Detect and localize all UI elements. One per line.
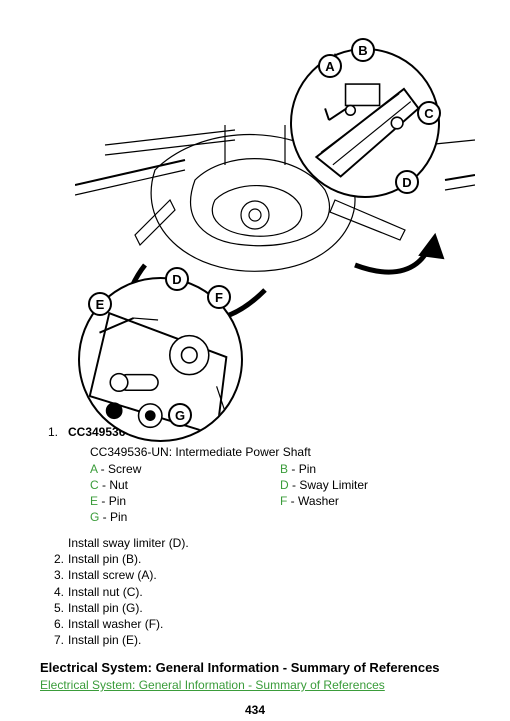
instruction-text-2: Install pin (B). [68,551,141,567]
instruction-text-3: Install screw (A). [68,567,157,583]
legend-label-E: E [90,494,98,508]
callout-D2-label: D [172,272,181,287]
legend-row-3: G - Pin [90,510,470,524]
callout-D2: D [165,267,189,291]
callout-D: D [395,170,419,194]
page-number: 434 [0,703,510,717]
instruction-num-7: 7. [48,632,64,648]
legend-label-A: A [90,462,97,476]
callout-C: C [417,101,441,125]
legend-label-B: B [280,462,288,476]
callout-E: E [88,292,112,316]
legend-label-F: F [280,494,287,508]
instruction-text-7: Install pin (E). [68,632,141,648]
instruction-num-6: 6. [48,616,64,632]
legend-row-0: A - Screw B - Pin [90,462,470,476]
instruction-row-6: 6.Install washer (F). [48,616,189,632]
legend-row-1: C - Nut D - Sway Limiter [90,478,470,492]
callout-G: G [168,403,192,427]
instruction-list: Install sway limiter (D). 2.Install pin … [48,535,189,648]
legend-cell-C: C - Nut [90,478,280,492]
callout-F-label: F [215,290,223,305]
legend-cell-A: A - Screw [90,462,280,476]
legend-label-G: G [90,510,99,524]
legend-label-D: D [280,478,289,492]
list-number-1: 1. [48,425,58,439]
section-link[interactable]: Electrical System: General Information -… [40,678,385,692]
callout-B: B [351,38,375,62]
legend-cell-D: D - Sway Limiter [280,478,470,492]
legend-text-C: Nut [109,478,128,492]
legend-cell-B: B - Pin [280,462,470,476]
callout-E-label: E [96,297,105,312]
callout-B-label: B [358,43,367,58]
instruction-num-4: 4. [48,584,64,600]
instruction-row-3: 3.Install screw (A). [48,567,189,583]
instruction-row-4: 4.Install nut (C). [48,584,189,600]
instruction-text-4: Install nut (C). [68,584,143,600]
instruction-row-2: 2.Install pin (B). [48,551,189,567]
legend-cell-G: G - Pin [90,510,280,524]
instruction-text-1: Install sway limiter (D). [68,535,189,551]
instruction-text-6: Install washer (F). [68,616,163,632]
callout-F: F [207,285,231,309]
instruction-text-5: Install pin (G). [68,600,143,616]
legend-cell-empty [280,510,470,524]
section-heading: Electrical System: General Information -… [40,660,440,675]
legend-cell-F: F - Washer [280,494,470,508]
legend-text-A: Screw [108,462,141,476]
figure-area: A B C D E D F G [75,30,475,425]
callout-G-label: G [175,408,185,423]
instruction-row-1: Install sway limiter (D). [48,535,189,551]
callout-A: A [318,54,342,78]
legend-text-D: Sway Limiter [299,478,368,492]
legend-label-C: C [90,478,99,492]
callout-C-label: C [424,106,433,121]
legend-text-F: Washer [298,494,339,508]
instruction-row-7: 7.Install pin (E). [48,632,189,648]
instruction-num-5: 5. [48,600,64,616]
instruction-num-3: 3. [48,567,64,583]
instruction-num-2: 2. [48,551,64,567]
legend-text-G: Pin [110,510,127,524]
instruction-num-1 [48,535,64,551]
legend-row-2: E - Pin F - Washer [90,494,470,508]
figure-caption: CC349536-UN: Intermediate Power Shaft [90,445,311,459]
legend-cell-E: E - Pin [90,494,280,508]
legend-text-B: Pin [299,462,316,476]
callout-A-label: A [325,59,334,74]
instruction-row-5: 5.Install pin (G). [48,600,189,616]
callout-D-label: D [402,175,411,190]
legend-text-E: Pin [109,494,126,508]
